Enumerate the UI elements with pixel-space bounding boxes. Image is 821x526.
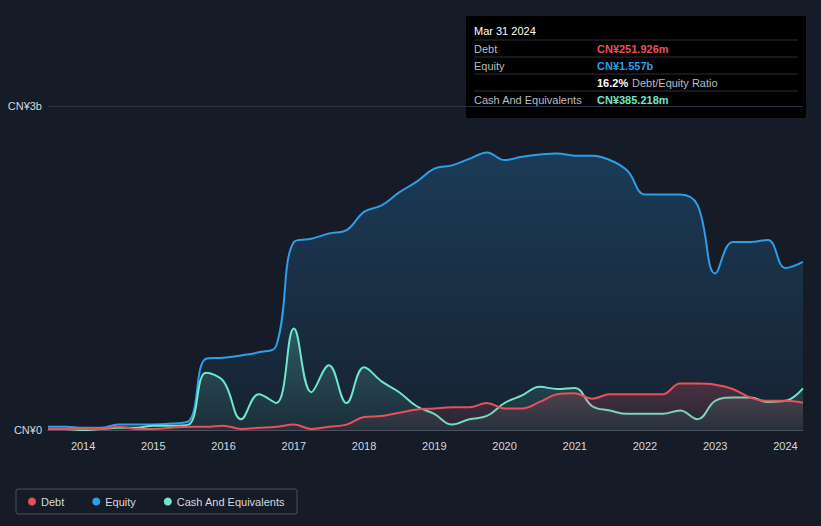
svg-text:CN¥1.557b: CN¥1.557b: [597, 60, 654, 72]
svg-text:2014: 2014: [71, 440, 95, 452]
svg-text:Cash And Equivalents: Cash And Equivalents: [177, 496, 285, 508]
svg-text:2017: 2017: [282, 440, 306, 452]
svg-text:2015: 2015: [141, 440, 165, 452]
svg-text:Mar 31 2024: Mar 31 2024: [474, 25, 536, 37]
svg-text:Debt/Equity Ratio: Debt/Equity Ratio: [632, 77, 718, 89]
svg-text:Debt: Debt: [474, 43, 497, 55]
svg-text:2022: 2022: [633, 440, 657, 452]
svg-text:2016: 2016: [211, 440, 235, 452]
svg-text:CN¥0: CN¥0: [14, 424, 42, 436]
svg-text:Equity: Equity: [474, 60, 505, 72]
svg-text:CN¥385.218m: CN¥385.218m: [597, 94, 669, 106]
svg-text:2020: 2020: [492, 440, 516, 452]
svg-text:Equity: Equity: [105, 496, 136, 508]
svg-text:2019: 2019: [422, 440, 446, 452]
svg-text:2021: 2021: [563, 440, 587, 452]
svg-text:Debt: Debt: [41, 496, 64, 508]
svg-text:16.2%: 16.2%: [597, 77, 628, 89]
svg-text:2024: 2024: [773, 440, 797, 452]
svg-text:2023: 2023: [703, 440, 727, 452]
svg-text:CN¥3b: CN¥3b: [8, 100, 42, 112]
svg-text:CN¥251.926m: CN¥251.926m: [597, 43, 669, 55]
svg-text:2018: 2018: [352, 440, 376, 452]
svg-text:Cash And Equivalents: Cash And Equivalents: [474, 94, 582, 106]
